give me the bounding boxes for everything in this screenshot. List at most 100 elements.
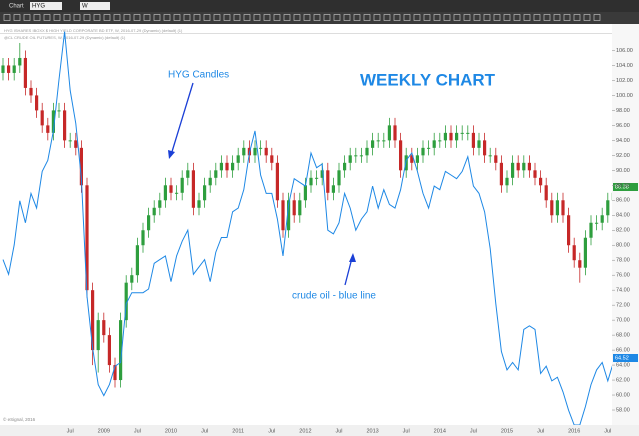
tool-icon[interactable] <box>233 14 241 21</box>
tool-icon[interactable] <box>583 14 591 21</box>
tool-icon[interactable] <box>513 14 521 21</box>
tool-icon[interactable] <box>483 14 491 21</box>
tool-icon[interactable] <box>533 14 541 21</box>
arrow-head <box>349 253 356 262</box>
tool-icon[interactable] <box>173 14 181 21</box>
tool-icon[interactable] <box>443 14 451 21</box>
price-badge <box>613 354 638 362</box>
x-tick-label: Jul <box>268 428 275 434</box>
y-tick-label: 58.00 <box>616 407 630 413</box>
candle-body <box>494 155 498 163</box>
tool-icon[interactable] <box>273 14 281 21</box>
x-tick-label: 2011 <box>232 428 244 434</box>
candle-body <box>169 185 173 193</box>
candle-body <box>264 147 268 156</box>
arrow <box>344 257 353 286</box>
tool-icon[interactable] <box>113 14 121 21</box>
tool-icon[interactable] <box>473 14 481 21</box>
candle-body <box>79 147 83 186</box>
tool-icon[interactable] <box>383 14 391 21</box>
tool-icon[interactable] <box>343 14 351 21</box>
interval-box[interactable] <box>80 2 110 10</box>
candle-body <box>270 155 274 163</box>
interval[interactable]: W <box>82 4 88 10</box>
candle-body <box>51 110 55 133</box>
tool-icon[interactable] <box>3 14 11 21</box>
tool-icon[interactable] <box>333 14 341 21</box>
x-tick-label: 2013 <box>366 428 378 434</box>
tool-icon[interactable] <box>253 14 261 21</box>
candle-body <box>511 162 515 178</box>
y-tick-label: 98.00 <box>616 108 630 114</box>
tool-icon[interactable] <box>243 14 251 21</box>
tool-icon[interactable] <box>363 14 371 21</box>
tool-icon[interactable] <box>133 14 141 21</box>
tool-icon[interactable] <box>13 14 21 21</box>
tool-icon[interactable] <box>493 14 501 21</box>
candle-body <box>376 140 380 142</box>
tool-icon[interactable] <box>53 14 61 21</box>
tool-icon[interactable] <box>63 14 71 21</box>
tool-icon[interactable] <box>83 14 91 21</box>
tool-icon[interactable] <box>203 14 211 21</box>
candle-body <box>438 140 442 142</box>
x-tick-label: 2010 <box>165 428 177 434</box>
tool-icon[interactable] <box>23 14 31 21</box>
candle-body <box>287 200 291 231</box>
tool-icon[interactable] <box>373 14 381 21</box>
candle-body <box>74 140 78 148</box>
tool-icon[interactable] <box>123 14 131 21</box>
candle-body <box>505 177 509 186</box>
tool-icon[interactable] <box>503 14 511 21</box>
tool-icon[interactable] <box>293 14 301 21</box>
tool-icon[interactable] <box>303 14 311 21</box>
tool-icon[interactable] <box>223 14 231 21</box>
candle-body <box>141 230 145 246</box>
candle-body <box>499 162 503 186</box>
candle-body <box>259 147 263 149</box>
candle-body <box>191 170 195 208</box>
tool-icon[interactable] <box>143 14 151 21</box>
tool-icon[interactable] <box>463 14 471 21</box>
symbol-box[interactable] <box>30 2 62 10</box>
price-badge-label: 64.52 <box>615 355 629 361</box>
tool-icon[interactable] <box>193 14 201 21</box>
y-tick-label: 102.00 <box>616 78 633 84</box>
tool-icon[interactable] <box>323 14 331 21</box>
tool-icon[interactable] <box>213 14 221 21</box>
tool-icon[interactable] <box>433 14 441 21</box>
x-tick-label: Jul <box>134 428 141 434</box>
candle-body <box>124 282 128 321</box>
tool-icon[interactable] <box>103 14 111 21</box>
tool-icon[interactable] <box>33 14 41 21</box>
candle-body <box>477 140 481 148</box>
tool-icon[interactable] <box>183 14 191 21</box>
tool-icon[interactable] <box>283 14 291 21</box>
tool-icon[interactable] <box>573 14 581 21</box>
tool-icon[interactable] <box>393 14 401 21</box>
tool-icon[interactable] <box>413 14 421 21</box>
tool-icon[interactable] <box>43 14 51 21</box>
tool-icon[interactable] <box>553 14 561 21</box>
tool-icon[interactable] <box>403 14 411 21</box>
tool-icon[interactable] <box>163 14 171 21</box>
candle-body <box>533 170 537 178</box>
tool-icon[interactable] <box>453 14 461 21</box>
tool-icon[interactable] <box>543 14 551 21</box>
tool-icon[interactable] <box>313 14 321 21</box>
annotation: HYG Candles <box>168 70 229 81</box>
tool-icon[interactable] <box>593 14 601 21</box>
tool-icon[interactable] <box>523 14 531 21</box>
x-tick-label: Jul <box>335 428 342 434</box>
tool-icon[interactable] <box>153 14 161 21</box>
y-tick-label: 62.00 <box>616 378 630 384</box>
candle-body <box>158 200 162 208</box>
tool-icon[interactable] <box>263 14 271 21</box>
tool-icon[interactable] <box>73 14 81 21</box>
symbol[interactable]: HYG <box>32 4 45 10</box>
tool-icon[interactable] <box>423 14 431 21</box>
tool-icon[interactable] <box>93 14 101 21</box>
candle-body <box>527 162 531 171</box>
tool-icon[interactable] <box>353 14 361 21</box>
tool-icon[interactable] <box>563 14 571 21</box>
